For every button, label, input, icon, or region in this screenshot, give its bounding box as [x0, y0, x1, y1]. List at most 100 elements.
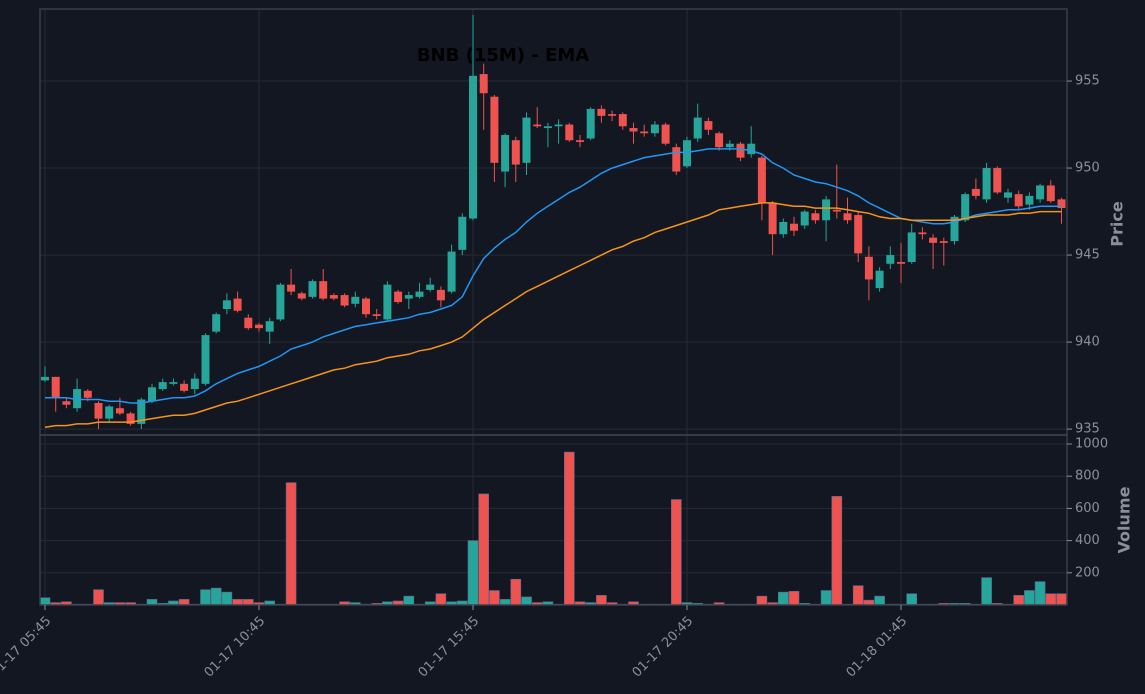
candle-body [469, 75, 477, 219]
candle-body [180, 383, 189, 391]
candle-body [939, 241, 948, 243]
candle-body [629, 128, 638, 132]
candle-body [704, 121, 713, 130]
volume-bar [777, 591, 789, 606]
y-tick-label: 1000 [1075, 437, 1108, 452]
volume-panel-frame [39, 434, 1068, 606]
candle-body [340, 295, 349, 306]
candle-body [565, 124, 574, 141]
candle-body [94, 402, 103, 419]
candle-body [62, 401, 71, 405]
candle-body [201, 335, 210, 384]
volume-bar [563, 451, 575, 606]
marks-layer [39, 14, 1067, 606]
candle-body [533, 124, 542, 127]
candle-body [982, 168, 991, 200]
candle-body [244, 317, 253, 329]
candle-body [436, 289, 445, 301]
candle-body [51, 376, 60, 398]
y-tick-label: 400 [1075, 533, 1100, 548]
candle-body [597, 108, 606, 116]
volume-bar [200, 589, 211, 606]
candle-body [715, 133, 724, 148]
volume-bar [906, 593, 918, 606]
candle-body [683, 140, 691, 167]
candle-body [265, 321, 274, 332]
y-tick-label: 950 [1075, 161, 1100, 176]
candle-body [640, 131, 649, 134]
volume-bar [467, 540, 479, 606]
volume-bar [831, 496, 843, 606]
candle-body [522, 117, 531, 163]
candle-body [875, 270, 884, 289]
volume-bar [478, 493, 490, 606]
volume-bar [510, 578, 522, 606]
candle-body [661, 124, 670, 144]
candle-body [1014, 194, 1023, 207]
volume-bar [285, 482, 297, 606]
candle-body [212, 314, 221, 332]
candle-body [329, 295, 338, 299]
candle-body [747, 143, 756, 155]
candle-body [971, 188, 980, 196]
candle-body [1025, 195, 1034, 205]
candle-body [105, 406, 114, 419]
candle-body [148, 387, 156, 402]
candle-body [768, 202, 777, 235]
y-tick-label: 800 [1075, 469, 1100, 484]
volume-bar [981, 577, 992, 606]
candle-body [1046, 185, 1055, 202]
candle-body [918, 232, 927, 235]
volume-axis-label: Volume [1115, 486, 1134, 553]
candle-body [394, 291, 403, 303]
candle-body [950, 216, 959, 242]
candle-body [757, 157, 766, 203]
candle-body [287, 284, 296, 292]
candle-body [276, 284, 285, 320]
candle-body [115, 408, 124, 414]
y-tick-label: 955 [1075, 74, 1100, 89]
candle-body [886, 255, 895, 264]
volume-bar [1056, 593, 1067, 606]
candle-body [1036, 185, 1045, 200]
candle-body [864, 256, 873, 280]
y-tick-label: 935 [1075, 422, 1100, 437]
ema-line [44, 202, 1062, 429]
candle-body [736, 143, 745, 158]
y-tick-label: 200 [1075, 565, 1100, 580]
candle-body [404, 295, 413, 299]
candle-body [383, 284, 392, 320]
candle-body [308, 281, 317, 297]
volume-bar [521, 596, 532, 606]
candle-body [426, 284, 435, 290]
candle-body [554, 124, 563, 127]
candle-body [843, 213, 852, 221]
candle-body [650, 124, 659, 134]
candle-body [501, 134, 510, 172]
volume-bar [670, 499, 682, 606]
candle-body [73, 389, 82, 409]
candle-body [351, 296, 360, 304]
candle-body [693, 117, 702, 139]
candle-body [447, 251, 456, 292]
volume-bar [232, 599, 243, 606]
y-tick-label: 600 [1075, 501, 1100, 516]
candle-body [126, 413, 135, 424]
candle-body [832, 209, 841, 212]
candle-body [41, 376, 49, 381]
volume-bar [146, 599, 158, 606]
candle-body [961, 194, 970, 221]
candle-body [608, 114, 617, 116]
volume-bar [403, 595, 415, 606]
candle-body [1057, 199, 1066, 209]
candle-body [415, 291, 424, 297]
volume-bar [93, 589, 104, 606]
volume-bar [489, 590, 500, 606]
volume-bar [596, 595, 607, 606]
grid-layer [40, 9, 1067, 605]
candle-body [372, 314, 381, 316]
candle-body [158, 382, 167, 390]
candle-body [137, 399, 146, 424]
volume-bar [499, 599, 511, 606]
volume-bar [1024, 590, 1035, 606]
